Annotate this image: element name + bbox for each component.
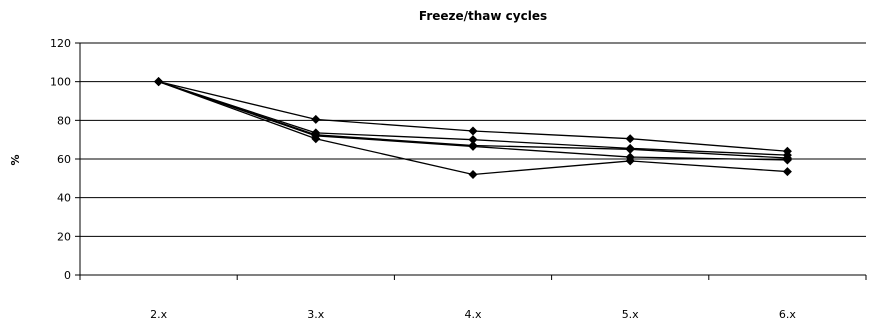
- data-point-marker: [625, 156, 635, 166]
- y-axis-label: %: [9, 154, 22, 165]
- y-tick-label: 0: [64, 269, 71, 282]
- x-tick-label: 5.x: [622, 308, 639, 320]
- chart-title: Freeze/thaw cycles: [419, 9, 547, 23]
- x-tick-label: 6.x: [779, 308, 796, 320]
- data-point-marker: [311, 134, 321, 144]
- data-point-marker: [468, 169, 478, 179]
- data-point-marker: [311, 114, 321, 124]
- data-point-marker: [468, 141, 478, 151]
- x-tick-label: 2.x: [150, 308, 167, 320]
- x-tick-label: 4.x: [464, 308, 481, 320]
- y-tick-label: 80: [57, 114, 71, 127]
- x-tick-label: 3.x: [307, 308, 324, 320]
- gridlines: [80, 42, 866, 237]
- y-tick-label: 100: [50, 76, 71, 89]
- series-5: [154, 77, 792, 179]
- series-lines: [154, 77, 792, 179]
- y-tick-label: 60: [57, 153, 71, 166]
- y-tick-labels: 0 20 40 60 80 100 120: [50, 37, 71, 282]
- data-point-marker: [625, 134, 635, 144]
- x-tick-labels: 2.x 3.x 4.x 5.x 6.x: [150, 308, 796, 320]
- y-tick-label: 40: [57, 192, 71, 205]
- axes: [75, 42, 867, 280]
- data-point-marker: [625, 144, 635, 154]
- y-tick-label: 120: [50, 37, 71, 50]
- data-point-marker: [468, 135, 478, 145]
- y-tick-label: 20: [57, 230, 71, 243]
- data-point-marker: [468, 126, 478, 136]
- data-point-marker: [782, 155, 792, 165]
- data-point-marker: [154, 77, 164, 87]
- data-point-marker: [782, 167, 792, 177]
